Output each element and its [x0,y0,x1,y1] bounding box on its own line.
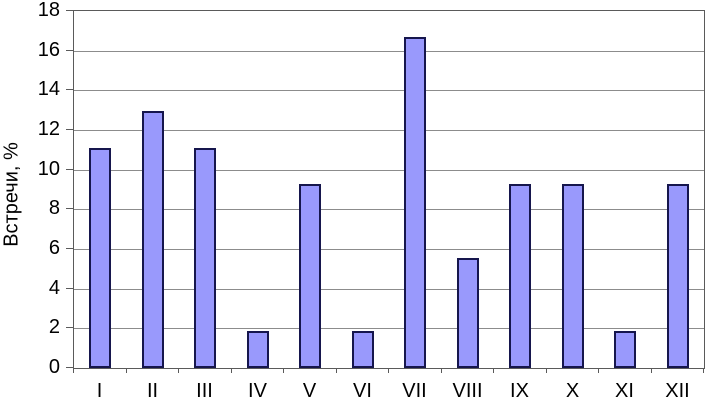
x-tick-label: X [565,380,580,402]
x-tick-label: VI [353,380,372,402]
gridline [74,209,704,210]
x-tick-mark [598,368,599,373]
y-tick-label: 0 [48,356,60,378]
x-tick-mark [388,368,389,373]
x-tick-label: IX [510,380,529,402]
x-tick-mark [493,368,494,373]
bar [89,148,111,368]
bar [142,111,164,368]
x-tick-mark [126,368,127,373]
x-tick-mark [336,368,337,373]
bar [562,184,584,368]
gridline [74,249,704,250]
y-tick-mark [66,169,73,170]
x-tick-mark [651,368,652,373]
x-tick-label: IV [248,380,267,402]
bar [352,331,374,368]
y-tick-label: 8 [48,197,60,219]
gridline [74,170,704,171]
y-tick-label: 10 [37,158,60,180]
y-tick-label: 6 [48,237,60,259]
bar [194,148,216,368]
gridline [74,130,704,131]
x-tick-mark [73,368,74,373]
bar [404,37,426,368]
gridline [74,90,704,91]
y-tick-label: 4 [48,277,60,299]
bar [614,331,636,368]
x-tick-label: V [302,380,317,402]
gridline [74,328,704,329]
plot-area [73,10,705,369]
y-tick-mark [66,129,73,130]
y-tick-mark [66,327,73,328]
x-tick-mark [283,368,284,373]
bar [299,184,321,368]
x-tick-label: III [196,380,213,402]
y-tick-label: 14 [37,78,60,100]
x-tick-mark [178,368,179,373]
y-tick-mark [66,89,73,90]
y-tick-label: 18 [37,0,60,21]
y-tick-label: 2 [48,316,60,338]
x-tick-label: I [96,380,103,402]
y-tick-mark [66,367,73,368]
y-tick-mark [66,288,73,289]
y-tick-mark [66,50,73,51]
x-tick-mark [546,368,547,373]
x-tick-label: VII [402,380,427,402]
x-tick-label: XI [615,380,634,402]
x-tick-label: II [146,380,159,402]
bar [667,184,689,368]
x-tick-mark [703,368,704,373]
gridline [74,289,704,290]
gridline [74,51,704,52]
x-tick-mark [231,368,232,373]
y-tick-label: 16 [37,39,60,61]
x-tick-label: XII [665,380,690,402]
x-tick-label: VIII [452,380,483,402]
y-tick-label: 12 [37,118,60,140]
bar [247,331,269,368]
x-tick-mark [441,368,442,373]
y-tick-mark [66,248,73,249]
bar [457,258,479,368]
y-tick-mark [66,10,73,11]
y-tick-mark [66,208,73,209]
bar [509,184,531,368]
